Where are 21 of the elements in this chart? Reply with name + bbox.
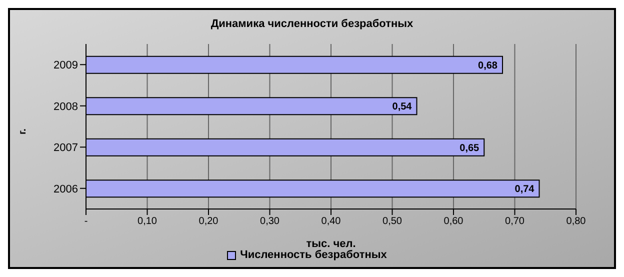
y-tick-label: 2008 <box>54 100 78 113</box>
y-tick-label: 2007 <box>54 142 78 154</box>
x-tick-label: - <box>84 216 88 228</box>
y-tick-label: 2006 <box>54 183 78 196</box>
data-label: 0,74 <box>514 184 535 196</box>
data-label: 0,68 <box>478 60 498 72</box>
chart-title: Динамика численности безработных <box>210 18 414 30</box>
x-tick-label: 0,30 <box>260 216 280 228</box>
x-tick-label: 0,50 <box>382 216 402 228</box>
x-axis-title: тыс. чел. <box>306 238 356 250</box>
x-tick-label: 0,20 <box>198 216 219 228</box>
legend-label: Численность безработных <box>240 249 387 261</box>
y-tick-label: 2009 <box>54 60 78 72</box>
x-tick-label: 0,80 <box>566 216 586 228</box>
x-tick-label: 0,40 <box>321 216 342 228</box>
x-tick-label: 0,70 <box>505 216 525 228</box>
y-axis-title: г. <box>17 128 28 134</box>
data-label: 0,54 <box>392 102 412 113</box>
x-tick-label: 0,10 <box>138 216 158 228</box>
data-label: 0,65 <box>460 142 480 154</box>
x-tick-label: 0,60 <box>444 216 464 228</box>
